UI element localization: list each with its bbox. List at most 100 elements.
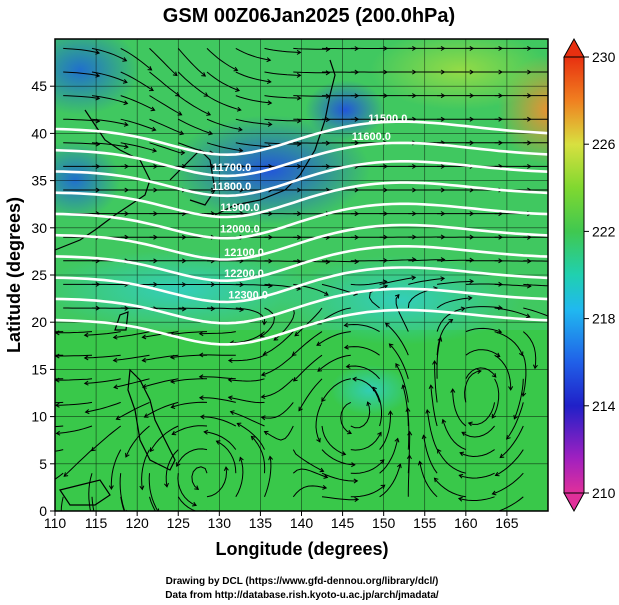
streamline-arrowhead	[123, 100, 129, 106]
height-contour	[55, 223, 548, 261]
streamline-arrowhead	[90, 446, 96, 452]
streamline-arrowhead	[296, 95, 302, 101]
streamline-arrowhead	[267, 121, 273, 127]
streamline	[55, 425, 64, 428]
streamline-arrowhead	[467, 421, 473, 427]
streamline	[199, 397, 236, 403]
streamline-arrowhead	[113, 384, 119, 390]
streamline	[120, 142, 157, 152]
streamline-arrowhead	[354, 497, 360, 503]
streamline	[171, 401, 208, 408]
streamline	[63, 95, 100, 99]
y-tick-label: 10	[31, 409, 47, 425]
y-tick-label: 45	[31, 78, 47, 94]
streamline-arrowhead	[294, 331, 300, 337]
y-tick-label: 40	[31, 125, 47, 141]
streamline-arrowhead	[469, 257, 475, 263]
streamline	[379, 438, 399, 474]
streamline-arrowhead	[556, 284, 560, 288]
streamline	[228, 396, 265, 404]
x-axis-label: Longitude (degrees)	[215, 539, 388, 559]
streamline	[465, 306, 502, 309]
streamline-arrowhead	[316, 437, 321, 443]
streamline-arrowhead	[494, 471, 500, 477]
streamline	[177, 496, 198, 511]
streamline-arrowhead	[366, 401, 372, 407]
streamline-arrowhead	[556, 212, 559, 216]
streamline-arrowhead	[525, 313, 531, 319]
streamline-arrowhead	[459, 451, 465, 457]
streamline-arrowhead	[141, 357, 147, 363]
streamline	[63, 142, 100, 145]
streamline-arrowhead	[556, 141, 559, 145]
streamline-arrowhead	[27, 425, 30, 429]
x-tick-label: 130	[208, 515, 232, 531]
height-contours	[55, 120, 548, 346]
streamline-arrowhead	[296, 72, 302, 78]
heatmap-lime-north	[370, 39, 548, 110]
streamline-arrowhead	[203, 429, 209, 435]
streamline-arrowhead	[201, 72, 207, 77]
streamline-arrowhead	[351, 462, 356, 468]
coast-borneo	[59, 479, 111, 506]
chart-title: GSM 00Z06Jan2025 (200.0hPa)	[163, 5, 455, 27]
streamline	[379, 276, 416, 285]
streamline	[379, 259, 416, 262]
streamline-arrowhead	[112, 357, 118, 363]
streamline	[321, 378, 351, 402]
streamline-arrowhead	[227, 358, 233, 364]
streamline-arrowhead	[556, 117, 559, 121]
y-tick-label: 25	[31, 267, 47, 283]
streamline	[522, 331, 537, 369]
streamline	[264, 47, 301, 53]
streamline	[264, 425, 294, 441]
contour-label: 11600.0	[352, 131, 391, 143]
streamline-arrowhead	[387, 410, 394, 415]
streamline-arrowhead	[556, 70, 559, 74]
streamline	[149, 118, 184, 135]
streamline	[264, 95, 301, 99]
coast-japan	[214, 59, 336, 216]
streamline	[316, 331, 351, 346]
colorbar-tick-label: 230	[592, 49, 616, 65]
streamline-arrowhead	[556, 46, 559, 50]
streamline-arrowhead	[383, 284, 389, 290]
streamline	[110, 449, 122, 490]
streamline	[55, 331, 93, 334]
streamline-arrowhead	[395, 362, 400, 368]
streamline	[199, 331, 236, 335]
streamline-arrowhead	[238, 126, 243, 132]
streamline	[437, 280, 474, 285]
streamline	[165, 449, 179, 487]
streamline	[144, 401, 179, 418]
streamline-arrowhead	[319, 467, 325, 473]
streamline	[402, 385, 409, 427]
streamline-arrowhead	[95, 49, 101, 55]
streamline	[55, 401, 93, 406]
streamline	[177, 48, 206, 77]
streamline	[204, 431, 237, 450]
streamline	[461, 425, 495, 438]
streamline-arrowhead	[266, 57, 272, 63]
streamline-arrowhead	[411, 275, 417, 281]
streamline	[264, 456, 272, 497]
streamline-arrowhead	[147, 66, 153, 71]
streamline-arrowhead	[316, 341, 321, 346]
streamline	[437, 449, 466, 474]
streamline	[395, 294, 409, 332]
streamline-arrowhead	[296, 258, 302, 265]
streamline	[513, 378, 524, 419]
plot-area: 11500.011600.011700.011800.011900.012000…	[27, 39, 560, 535]
streamline-arrowhead	[518, 351, 524, 357]
streamline	[379, 464, 401, 498]
streamline	[113, 331, 150, 338]
streamline	[430, 385, 438, 427]
streamline	[191, 466, 208, 490]
streamline-arrowhead	[491, 372, 497, 378]
height-contour	[55, 245, 548, 283]
streamline	[55, 472, 64, 480]
streamline-arrowhead	[521, 392, 527, 398]
streamline-arrowhead	[132, 531, 136, 535]
streamline-arrowhead	[343, 322, 349, 328]
x-tick-label: 120	[125, 515, 149, 531]
